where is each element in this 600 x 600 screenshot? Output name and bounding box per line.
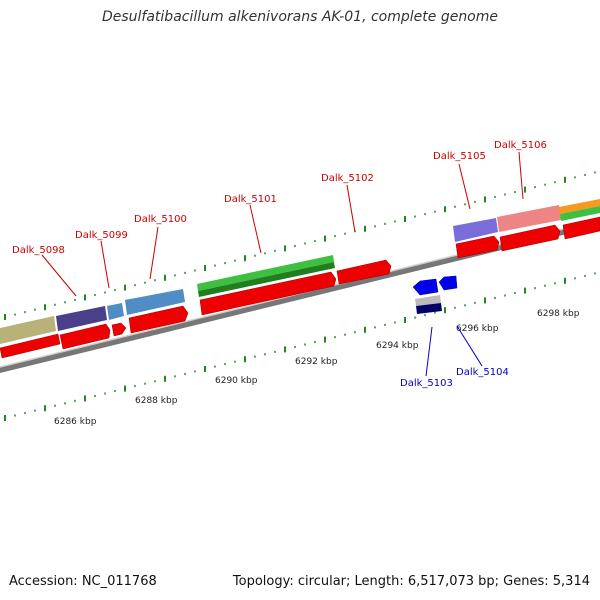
gene-label[interactable]: Dalk_5102 [321, 173, 374, 184]
tick-label: 6296 kbp [456, 324, 499, 334]
cds-arrow[interactable] [499, 224, 561, 252]
gene-bar[interactable] [560, 206, 600, 221]
cds-arrow[interactable] [0, 333, 61, 359]
reverse-cds-arrow[interactable] [412, 278, 439, 296]
forward-cds-track [0, 216, 600, 359]
tick-label: 6298 kbp [537, 309, 580, 319]
gene-label[interactable]: Dalk_5098 [12, 245, 65, 256]
leader-line [518, 151, 524, 200]
leader-line [456, 325, 483, 367]
gene-bar[interactable] [56, 306, 107, 331]
gene-bar[interactable] [197, 255, 334, 291]
gene-bar[interactable] [107, 303, 124, 320]
tick-label: 6294 kbp [376, 341, 419, 351]
gene-label[interactable]: Dalk_5105 [433, 151, 486, 162]
gene-bar[interactable] [198, 262, 335, 297]
gene-bar[interactable] [453, 218, 498, 242]
gene-label[interactable]: Dalk_5101 [224, 194, 277, 205]
cds-arrow[interactable] [562, 216, 600, 240]
cds-arrow[interactable] [59, 323, 111, 350]
leader-line [41, 254, 77, 297]
tick-label: 6288 kbp [135, 396, 178, 406]
backbone-band [0, 220, 600, 373]
cds-arrow[interactable] [111, 322, 127, 337]
gene-labels: Dalk_5098 Dalk_5099 Dalk_5100 Dalk_5101 … [12, 140, 547, 389]
accession-text: Accession: NC_011768 [9, 574, 157, 589]
reverse-cds-track [412, 275, 458, 314]
genome-stats-text: Topology: circular; Length: 6,517,073 bp… [232, 574, 590, 589]
leader-line [346, 184, 356, 233]
map-title: Desulfatibacillum alkenivorans AK-01, co… [101, 9, 499, 25]
gene-bar[interactable] [559, 199, 600, 214]
gene-label[interactable]: Dalk_5104 [456, 367, 509, 378]
cds-arrow[interactable] [455, 235, 500, 259]
leader-lines [41, 151, 524, 377]
tick-label: 6292 kbp [295, 357, 338, 367]
cds-arrow[interactable] [336, 259, 392, 285]
leader-line [249, 204, 262, 254]
reverse-cds-arrow[interactable] [438, 275, 458, 291]
leader-line [458, 163, 471, 210]
gene-label[interactable]: Dalk_5100 [134, 214, 187, 225]
forward-gene-track [0, 199, 600, 344]
leader-line [149, 226, 159, 280]
leader-line [425, 326, 433, 377]
reverse-gene-bar[interactable] [415, 295, 441, 306]
lower-tick-row [4, 272, 596, 421]
gene-bar[interactable] [497, 205, 561, 232]
cds-arrow[interactable] [199, 271, 337, 316]
tick-label: 6286 kbp [54, 417, 97, 427]
leader-line [100, 240, 110, 289]
gene-bar[interactable] [125, 289, 185, 315]
gene-label[interactable]: Dalk_5106 [494, 140, 547, 151]
reverse-gene-bar[interactable] [416, 303, 442, 314]
tick-label: 6290 kbp [215, 376, 258, 386]
cds-arrow[interactable] [128, 305, 189, 334]
gene-bar[interactable] [0, 316, 56, 344]
axis-labels: 6286 kbp 6288 kbp 6290 kbp 6292 kbp 6294… [54, 309, 580, 427]
gene-label[interactable]: Dalk_5099 [75, 230, 128, 241]
gene-label[interactable]: Dalk_5103 [400, 378, 453, 389]
